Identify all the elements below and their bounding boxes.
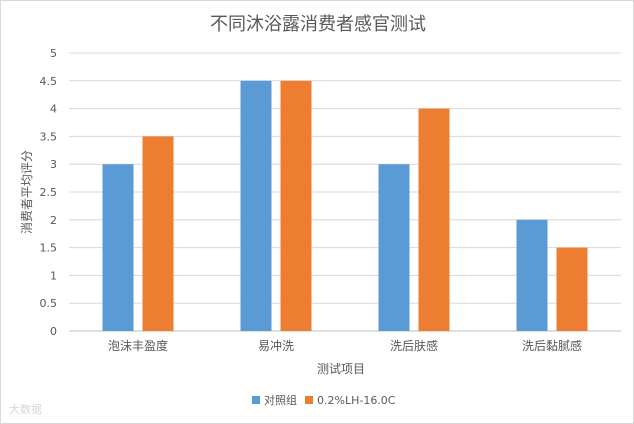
y-tick-label: 3 xyxy=(50,158,57,171)
x-tick-label: 洗后肤感 xyxy=(390,338,438,353)
bar-treatment xyxy=(142,136,174,331)
legend-swatch xyxy=(252,396,260,404)
watermark-text: 大数据 xyxy=(9,403,42,416)
x-tick-label: 洗后黏腻感 xyxy=(522,338,582,353)
y-tick-label: 5 xyxy=(50,47,57,60)
bar-control xyxy=(516,219,548,331)
bar-treatment xyxy=(280,80,312,331)
y-tick-labels: 0 0.5 1 1.5 2 2.5 3 3.5 4 4.5 5 xyxy=(40,47,58,338)
legend: 对照组 0.2%LH-16.0C xyxy=(252,393,396,407)
legend-swatch xyxy=(305,396,313,404)
bar-control xyxy=(378,164,410,331)
bar-control xyxy=(240,80,272,331)
bar-control xyxy=(102,164,134,331)
y-tick-label: 3.5 xyxy=(40,130,58,143)
y-tick-label: 1 xyxy=(50,269,57,282)
bar-treatment xyxy=(418,108,450,331)
x-tick-label: 泡沫丰盈度 xyxy=(108,338,168,353)
x-tick-label: 易冲洗 xyxy=(258,338,294,353)
y-tick-label: 1.5 xyxy=(40,242,58,255)
legend-label: 0.2%LH-16.0C xyxy=(317,394,396,407)
y-tick-label: 4.5 xyxy=(40,75,58,88)
chart-title: 不同沐浴露消费者感官测试 xyxy=(210,14,426,35)
bars xyxy=(102,80,588,331)
y-tick-label: 0.5 xyxy=(40,297,58,310)
y-tick-label: 4 xyxy=(50,103,57,116)
y-tick-label: 2 xyxy=(50,214,57,227)
x-axis-label: 测试项目 xyxy=(317,361,365,376)
legend-label: 对照组 xyxy=(264,393,297,407)
y-tick-label: 0 xyxy=(50,325,57,338)
y-tick-label: 2.5 xyxy=(40,186,58,199)
x-tick-labels: 泡沫丰盈度 易冲洗 洗后肤感 洗后黏腻感 xyxy=(108,338,582,353)
y-axis-label: 消费者平均评分 xyxy=(20,150,34,234)
bar-treatment xyxy=(556,247,588,331)
